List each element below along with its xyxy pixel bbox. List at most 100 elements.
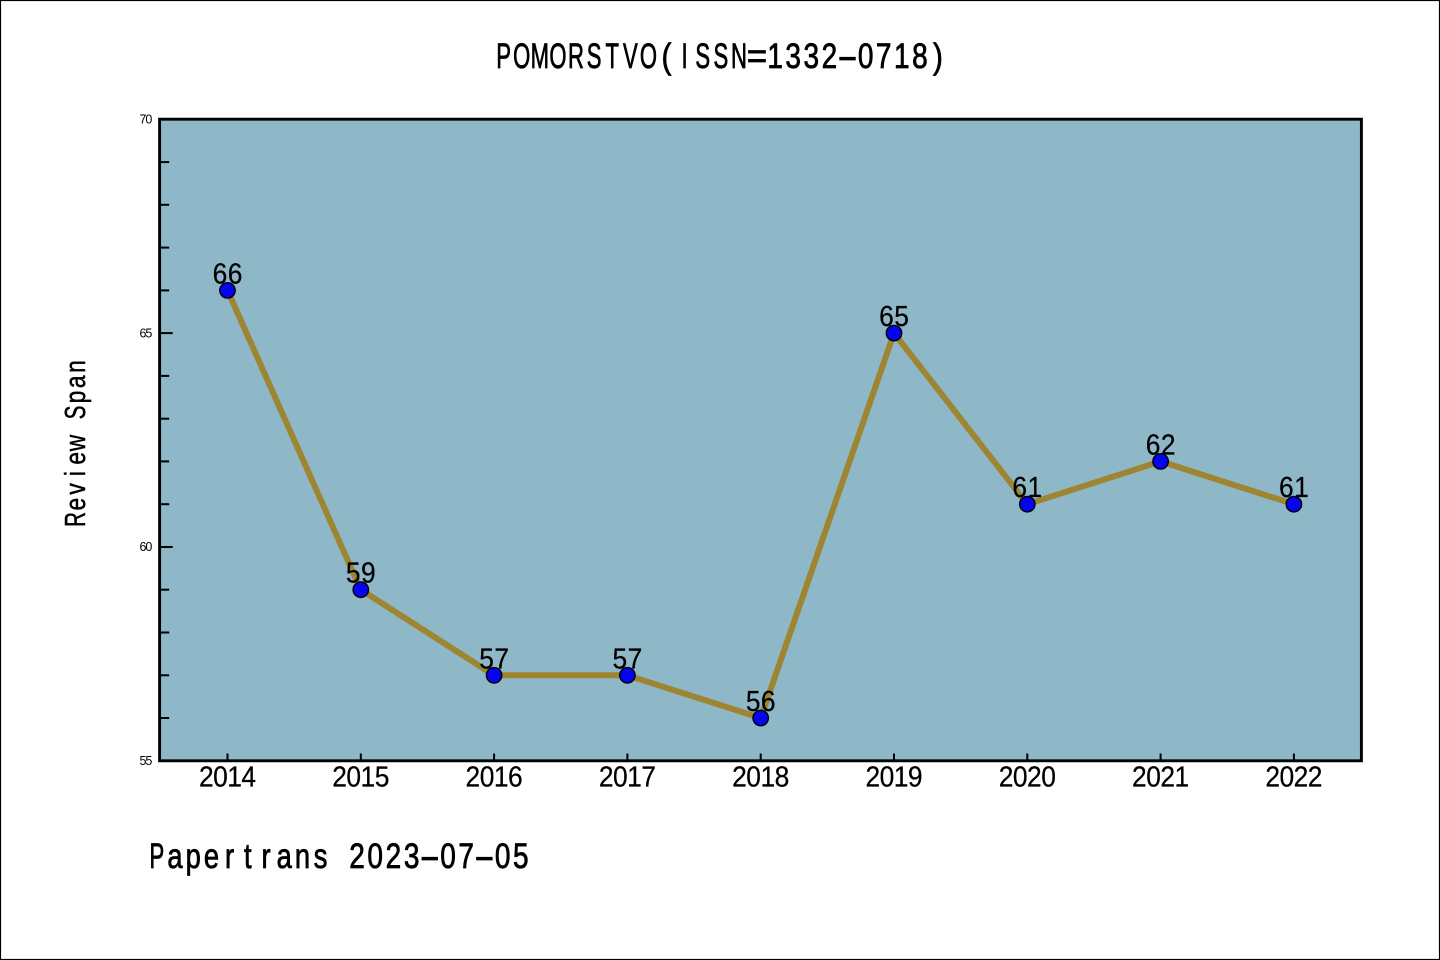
svg-text:w: w <box>61 434 92 452</box>
svg-text:P: P <box>496 38 511 76</box>
svg-text:T: T <box>605 38 619 76</box>
svg-text:O: O <box>549 38 566 76</box>
svg-text:0: 0 <box>346 760 361 792</box>
svg-text:65: 65 <box>140 326 153 340</box>
svg-text:p: p <box>186 837 201 876</box>
svg-text:e: e <box>61 452 92 465</box>
svg-text:M: M <box>531 38 549 76</box>
svg-text:6: 6 <box>228 257 243 289</box>
svg-text:9: 9 <box>908 760 923 792</box>
svg-text:1: 1 <box>494 760 509 792</box>
svg-text:v: v <box>61 483 92 494</box>
svg-text:0: 0 <box>440 836 456 876</box>
svg-text:0: 0 <box>858 36 874 76</box>
svg-text:6: 6 <box>879 300 894 332</box>
svg-text:7: 7 <box>876 36 892 76</box>
svg-text:-: - <box>837 37 858 76</box>
svg-text:5: 5 <box>346 557 361 589</box>
svg-text:r: r <box>225 837 234 876</box>
svg-text:2: 2 <box>1027 760 1042 792</box>
svg-text:2: 2 <box>466 760 481 792</box>
svg-text:I: I <box>682 38 688 76</box>
svg-text:N: N <box>731 38 747 76</box>
svg-text:2: 2 <box>349 836 365 876</box>
svg-text:2: 2 <box>199 760 214 792</box>
svg-text:1: 1 <box>1028 471 1043 503</box>
svg-text:=: = <box>747 37 767 76</box>
svg-text:1: 1 <box>627 760 642 792</box>
svg-text:2: 2 <box>332 760 347 792</box>
svg-text:55: 55 <box>140 754 153 768</box>
svg-text:0: 0 <box>1013 760 1028 792</box>
svg-text:8: 8 <box>775 760 790 792</box>
svg-text:0: 0 <box>213 760 228 792</box>
svg-text:9: 9 <box>361 557 376 589</box>
svg-text:V: V <box>623 38 638 76</box>
svg-text:7: 7 <box>494 642 509 674</box>
svg-text:5: 5 <box>375 760 390 792</box>
svg-text:0: 0 <box>1146 760 1161 792</box>
svg-text:2: 2 <box>999 760 1014 792</box>
svg-text:S: S <box>695 38 710 76</box>
svg-text:5: 5 <box>479 642 494 674</box>
svg-text:n: n <box>295 837 310 876</box>
svg-text:5: 5 <box>894 300 909 332</box>
svg-text:1: 1 <box>894 760 909 792</box>
svg-text:2: 2 <box>732 760 747 792</box>
svg-text:O: O <box>513 38 530 76</box>
svg-text:O: O <box>640 38 657 76</box>
svg-text:6: 6 <box>1279 471 1294 503</box>
svg-text:2: 2 <box>865 760 880 792</box>
svg-text:s: s <box>314 837 328 876</box>
svg-text:5: 5 <box>746 685 761 717</box>
svg-text:0: 0 <box>480 760 495 792</box>
svg-text:0: 0 <box>1041 760 1056 792</box>
svg-text:r: r <box>261 837 270 876</box>
svg-text:2: 2 <box>599 760 614 792</box>
svg-text:2: 2 <box>1294 760 1309 792</box>
svg-text:6: 6 <box>508 760 523 792</box>
svg-text:60: 60 <box>140 540 153 554</box>
svg-text:7: 7 <box>641 760 656 792</box>
svg-text:3: 3 <box>804 36 820 76</box>
svg-text:a: a <box>61 375 92 388</box>
svg-text:5: 5 <box>513 836 529 876</box>
svg-text:2: 2 <box>1161 428 1176 460</box>
svg-text:-: - <box>420 837 441 876</box>
svg-text:2: 2 <box>1160 760 1175 792</box>
svg-text:p: p <box>61 391 92 404</box>
svg-text:3: 3 <box>785 36 801 76</box>
svg-text:-: - <box>474 837 495 876</box>
svg-text:1: 1 <box>767 36 783 76</box>
svg-text:6: 6 <box>213 257 228 289</box>
svg-text:1: 1 <box>1174 760 1189 792</box>
svg-text:0: 0 <box>613 760 628 792</box>
svg-text:2: 2 <box>1308 760 1323 792</box>
svg-text:2: 2 <box>386 836 402 876</box>
svg-text:7: 7 <box>458 836 474 876</box>
svg-text:S: S <box>61 406 92 420</box>
svg-text:2: 2 <box>1132 760 1147 792</box>
svg-text:1: 1 <box>894 36 910 76</box>
svg-text:n: n <box>61 360 92 373</box>
svg-text:a: a <box>167 837 183 876</box>
svg-text:P: P <box>149 838 164 876</box>
svg-text:0: 0 <box>1279 760 1294 792</box>
svg-text:e: e <box>61 498 92 511</box>
svg-text:t: t <box>244 837 252 876</box>
svg-text:a: a <box>277 837 293 876</box>
svg-text:6: 6 <box>1012 471 1027 503</box>
svg-text:0: 0 <box>880 760 895 792</box>
svg-text:S: S <box>587 38 602 76</box>
svg-text:0: 0 <box>367 836 383 876</box>
svg-text:3: 3 <box>404 836 420 876</box>
svg-text:7: 7 <box>628 642 643 674</box>
svg-text:2: 2 <box>1265 760 1280 792</box>
svg-text:R: R <box>61 512 92 527</box>
svg-text:e: e <box>204 837 219 876</box>
svg-text:1: 1 <box>227 760 242 792</box>
svg-text:1: 1 <box>760 760 775 792</box>
svg-text:6: 6 <box>1146 428 1161 460</box>
svg-text:70: 70 <box>140 113 153 127</box>
svg-text:5: 5 <box>613 642 628 674</box>
